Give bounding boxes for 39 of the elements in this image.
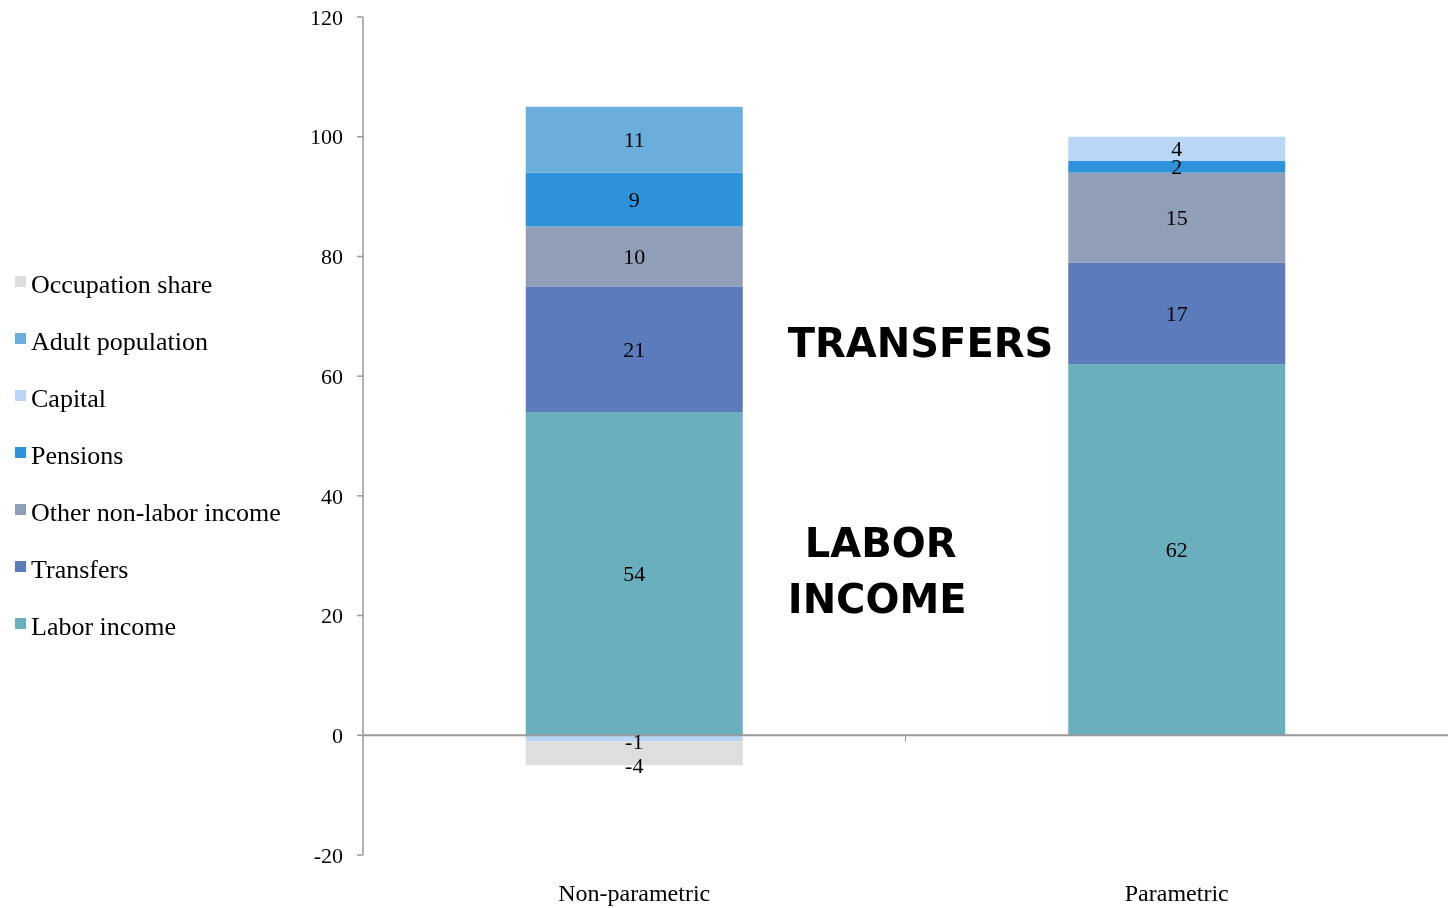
data-label: 11 (623, 127, 645, 153)
bar (525, 412, 743, 736)
data-label: 62 (1165, 537, 1188, 563)
data-label: 17 (1165, 300, 1188, 326)
bar (525, 106, 743, 173)
legend-label: Transfers (31, 555, 129, 585)
bar (525, 226, 743, 287)
y-tick-label: 60 (321, 363, 343, 389)
x-tick-label: Non-parametric (558, 880, 711, 907)
legend-label: Occupation share (31, 270, 213, 300)
bar (1068, 172, 1286, 263)
x-tick-label: Parametric (1124, 880, 1229, 907)
bar (1068, 160, 1286, 173)
legend-label: Capital (31, 384, 107, 414)
legend-label: Labor income (31, 612, 177, 642)
y-tick-label: 0 (332, 722, 343, 748)
y-tick-label: 120 (310, 4, 343, 30)
bar (1068, 364, 1286, 736)
annotation: LABOR INCOME (787, 520, 967, 622)
bar (525, 172, 743, 227)
bar (525, 286, 743, 413)
bar (1068, 136, 1286, 161)
legend-label: Adult population (31, 327, 208, 357)
y-tick-label: -20 (313, 842, 343, 868)
data-label: -1 (625, 728, 644, 754)
data-label: 9 (628, 187, 640, 213)
legend-label: Other non-labor income (31, 498, 281, 528)
data-label: 21 (623, 336, 646, 362)
data-label: 10 (623, 244, 646, 270)
y-tick-label: 80 (321, 244, 343, 270)
y-tick-label: 40 (321, 483, 343, 509)
annotation: TRANSFERS (787, 320, 1054, 366)
bar (1068, 262, 1286, 365)
legend-label: Pensions (31, 441, 124, 471)
y-tick-label: 100 (310, 124, 343, 150)
data-label: 15 (1165, 205, 1188, 231)
y-tick-label: 20 (321, 603, 343, 629)
data-label: -4 (625, 752, 644, 778)
data-label: 54 (623, 561, 646, 587)
